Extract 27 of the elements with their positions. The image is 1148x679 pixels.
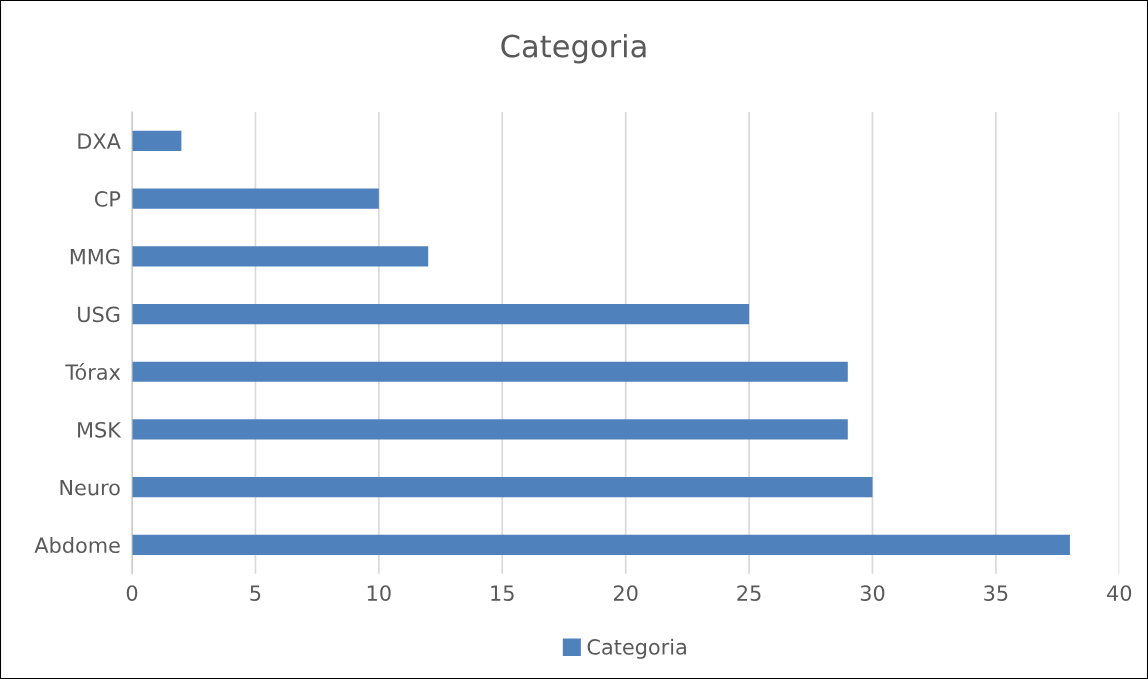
y-tick-label: Abdome [34,536,120,554]
y-tick-label: USG [78,306,120,323]
x-tick-label: 20 [613,585,638,601]
x-tick-label: 25 [737,585,761,601]
x-tick-label: 30 [860,585,885,601]
bar [132,188,379,209]
y-tick-label: CP [94,191,121,207]
y-tick-label: DXA [78,133,121,149]
bar [132,477,873,498]
y-tick-label: Neuro [60,479,120,496]
y-tick-label: MMG [70,248,120,265]
x-tick-label: 10 [367,585,391,601]
y-tick-label: Tórax [65,363,121,380]
bar [132,534,1070,555]
bar [132,419,848,440]
legend-label: Categoria [587,638,686,659]
x-tick-label: 40 [1107,585,1132,601]
x-tick-label: 35 [984,585,1008,601]
chart-title: Categoria [501,33,646,64]
bar [132,130,182,151]
bar [132,246,429,267]
x-tick-label: 0 [126,585,138,601]
y-tick-label: MSK [78,421,122,438]
x-tick-label: 5 [250,585,261,601]
x-tick-label: 15 [491,585,514,601]
bar [132,361,848,382]
bar [132,303,750,325]
